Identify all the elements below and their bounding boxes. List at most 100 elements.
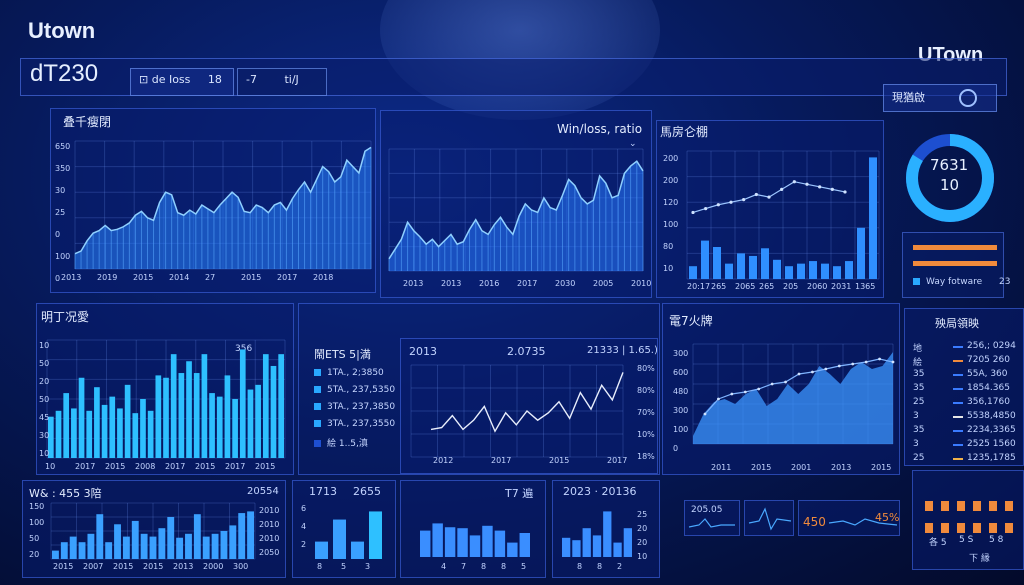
- orange-block: [989, 501, 997, 511]
- bar: [176, 537, 184, 559]
- x-tick-label: 2005: [593, 279, 613, 288]
- bar: [193, 514, 201, 559]
- overlay-point: [797, 372, 801, 376]
- gauge-icon: [958, 89, 977, 107]
- block-label-1: 各 5: [929, 538, 947, 548]
- combo-point: [754, 192, 758, 197]
- overlay-point: [757, 387, 761, 391]
- key-row-value-6: 2234,3365: [967, 425, 1016, 435]
- x-tick-label: 2015: [53, 562, 73, 571]
- bar: [238, 513, 246, 559]
- line-series: [430, 372, 624, 433]
- y-tick-label: 10%: [637, 430, 655, 439]
- mini-spark-2: [748, 507, 792, 531]
- key-row-left-0: 地: [913, 344, 923, 354]
- bar: [613, 542, 622, 557]
- combo-point: [704, 207, 708, 211]
- panel-2-menu[interactable]: ⌄: [629, 139, 637, 149]
- overlay-point: [837, 364, 841, 368]
- panel-5-title: 鬧ETS 5|満: [314, 348, 371, 361]
- key-row-value-8: 1235,1785: [967, 453, 1016, 463]
- mini-spark-3: [828, 518, 898, 526]
- bar: [482, 525, 493, 557]
- combo-bar: [797, 263, 805, 279]
- x-tick-label: 2013: [441, 279, 461, 288]
- bar: [562, 537, 571, 557]
- y-tick-label: 80%: [637, 364, 655, 373]
- combo-bar: [845, 261, 853, 279]
- y-tick-label: 200: [663, 176, 678, 185]
- panel-10-h2: 2655: [353, 485, 381, 498]
- orange-block: [973, 501, 981, 511]
- header-right-button[interactable]: 現猶啟: [883, 84, 997, 112]
- y-tick-label: 2: [301, 540, 306, 549]
- y-tick-label: 25: [637, 510, 647, 519]
- panel-key-list: 殃局領映 地 256,; 0294 絵 7205 260 35 55A, 360 35 185…: [904, 308, 1024, 466]
- panel-8-title: 殃局領映: [935, 317, 979, 330]
- panel-line-chart: 2013 2.0735 21333 | 1.65.) 80% 80% 70% 10% 1…: [400, 338, 658, 474]
- y-tick-label: 120: [663, 198, 678, 207]
- panel-1-title: 叠千瘦閉: [63, 115, 112, 129]
- area-series: [693, 352, 893, 444]
- bar: [315, 541, 328, 559]
- y-tick-label: 20: [29, 550, 39, 559]
- mini-panel-3: 450 45%: [798, 500, 900, 536]
- y-tick-label: 0: [673, 444, 678, 453]
- x-tick-label: 2015: [113, 562, 133, 571]
- panel-bar-chart-2: W& : 455 3陪 20554 150 100 50 20 2010 2010 2010…: [22, 480, 286, 578]
- header-pill-1-value: 18: [207, 73, 222, 86]
- key-row-swatch: [953, 346, 963, 348]
- x-tick-label: 2065: [735, 282, 755, 291]
- x-tick-label: 2015: [195, 462, 215, 471]
- y-tick-label: 80%: [637, 386, 655, 395]
- y-tick-label-right: 2010: [259, 534, 279, 543]
- key-row-swatch: [953, 402, 963, 404]
- bar-chart-4: 4 7 8 8 5: [420, 523, 530, 571]
- bar: [623, 528, 632, 557]
- header-pill-2-label: -7: [246, 73, 257, 86]
- legend-swatch: [913, 278, 920, 285]
- overlay-point: [891, 360, 895, 364]
- panel-6-h1: 2013: [409, 345, 437, 358]
- bar: [229, 525, 237, 559]
- combo-point: [792, 180, 796, 184]
- bar: [247, 511, 254, 559]
- x-tick-label: 2015: [105, 462, 125, 471]
- y-tick-label: 480: [673, 387, 688, 396]
- y-tick-label: 30: [55, 186, 65, 195]
- bar-chart-2: 150 100 50 20 2010 2010 2010 2050 2015 2007 2015 20…: [29, 502, 279, 571]
- orange-block: [973, 523, 981, 533]
- x-tick-label: 2000: [203, 562, 223, 571]
- bar: [105, 542, 113, 559]
- overlay-point: [811, 370, 814, 374]
- x-tick-label: 2030: [555, 279, 575, 288]
- orange-block: [989, 523, 997, 533]
- bar: [232, 399, 238, 458]
- x-tick-label: 300: [233, 562, 248, 571]
- bar-chart-5: 25 20 20 10 8 8 2: [562, 510, 647, 571]
- y-tick-label: 650: [55, 142, 70, 151]
- orange-block: [1005, 501, 1013, 511]
- header-pill-1[interactable]: ⊡ de Ioss 18: [130, 68, 234, 96]
- panel-area-chart-1: 叠千瘦閉 650 350 30 25 0 100 0 2013 2019 2015 2014 27 20…: [50, 108, 376, 293]
- x-tick-label: 2007: [83, 562, 103, 571]
- combo-bar: [701, 240, 709, 279]
- overlay-point: [864, 360, 868, 364]
- y-tick-label: 0: [55, 230, 60, 239]
- legend-row-3-label: 3TA., 237,3850: [327, 402, 396, 412]
- legend-swatch: [314, 440, 321, 447]
- panel-legend-list: 鬧ETS 5|満 1TA., 2;3850 5TA., 237,5350 3TA…: [302, 340, 398, 452]
- header-pill-1-label: ⊡ de Ioss: [139, 73, 191, 86]
- bar: [147, 410, 154, 458]
- panel-4-top-value: 356: [235, 344, 253, 354]
- orange-block-grid: [925, 501, 1013, 533]
- key-row-swatch: [953, 416, 963, 418]
- legend-row-4-label: 3TA., 237,3550: [327, 419, 396, 429]
- bar: [333, 519, 346, 559]
- combo-bar: [713, 247, 721, 279]
- y-tick-label: 4: [301, 522, 306, 531]
- legend-swatch: [314, 369, 321, 376]
- area-chart-2: 2013 2013 2016 2017 2030 2005 2010: [388, 148, 651, 288]
- key-row-left-7: 3: [913, 439, 919, 449]
- header-pill-2[interactable]: -7 ti/J: [237, 68, 327, 96]
